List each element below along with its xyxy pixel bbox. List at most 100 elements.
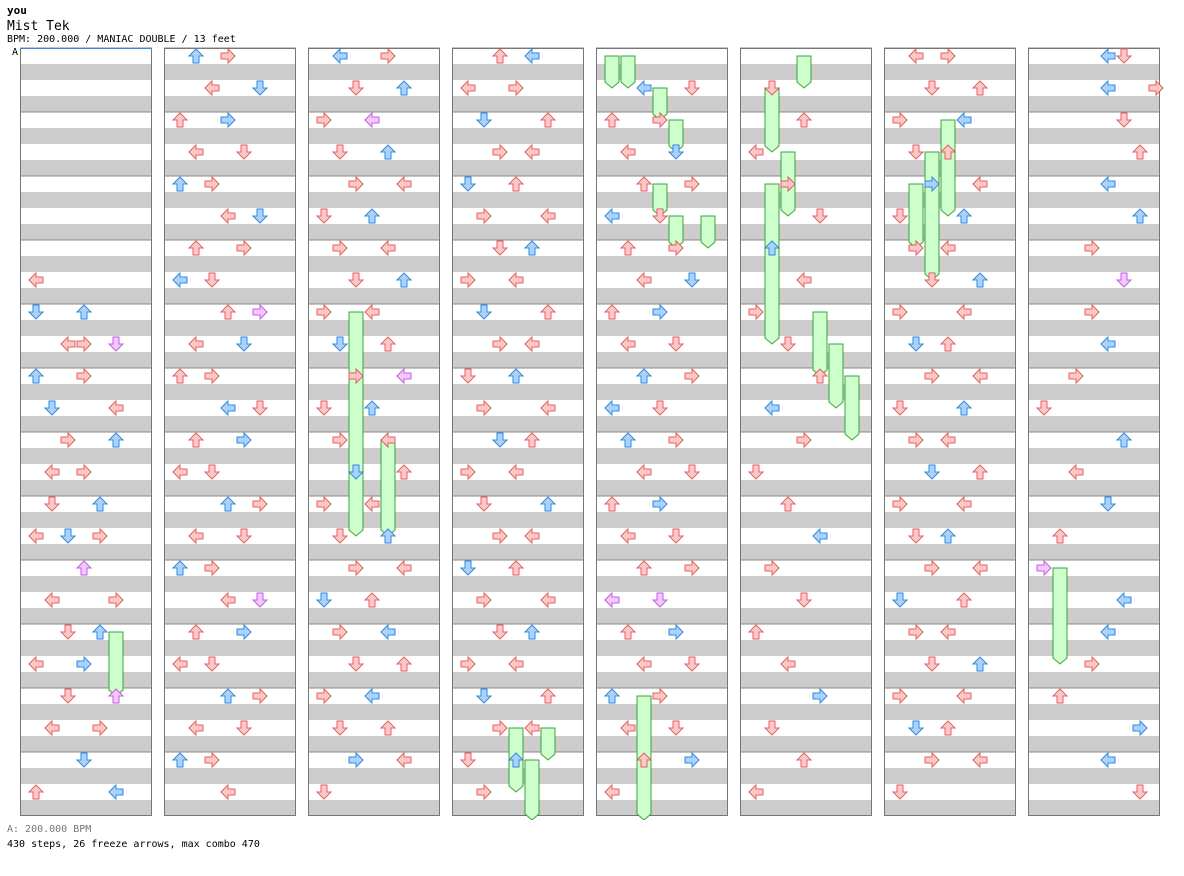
beat-band <box>20 544 152 560</box>
beat-band <box>164 464 296 480</box>
step-arrow <box>492 719 508 737</box>
step-arrow <box>236 431 252 449</box>
step-arrow <box>363 208 381 224</box>
step-arrow <box>796 271 812 289</box>
step-arrow <box>172 463 188 481</box>
beat-band <box>20 160 152 176</box>
beat-band <box>740 688 872 704</box>
beat-band <box>740 288 872 304</box>
column-border <box>884 48 1016 816</box>
step-arrow <box>188 719 204 737</box>
step-arrow <box>76 335 92 353</box>
step-arrow <box>508 79 524 97</box>
chart-column <box>596 47 728 816</box>
step-arrow <box>956 111 972 129</box>
beat-band <box>308 144 440 160</box>
step-arrow <box>220 399 236 417</box>
beat-band <box>452 48 584 64</box>
beat-band <box>164 416 296 432</box>
step-arrow <box>892 495 908 513</box>
step-arrow <box>188 143 204 161</box>
step-arrow <box>1115 272 1133 288</box>
beat-band <box>596 480 728 496</box>
step-arrow <box>27 304 45 320</box>
step-arrow <box>1051 528 1069 544</box>
beat-band <box>308 48 440 64</box>
step-arrow <box>668 623 684 641</box>
step-arrow <box>667 336 685 352</box>
step-arrow <box>172 271 188 289</box>
step-arrow <box>1100 751 1116 769</box>
beat-band <box>452 352 584 368</box>
step-arrow <box>204 79 220 97</box>
beat-band <box>740 448 872 464</box>
beat-band <box>596 320 728 336</box>
beat-band <box>164 224 296 240</box>
freeze-arrow <box>540 727 556 761</box>
beat-band <box>596 256 728 272</box>
step-arrow <box>363 400 381 416</box>
beat-band <box>20 608 152 624</box>
step-arrow <box>811 208 829 224</box>
beat-band <box>596 144 728 160</box>
step-arrow <box>652 687 668 705</box>
step-arrow <box>603 496 621 512</box>
step-arrow <box>59 624 77 640</box>
freeze-arrow <box>1052 567 1068 665</box>
step-arrow <box>492 335 508 353</box>
beat-band <box>452 496 584 512</box>
beat-band <box>1028 208 1160 224</box>
step-arrow <box>28 527 44 545</box>
step-arrow <box>203 464 221 480</box>
step-arrow <box>764 559 780 577</box>
bpm-marker: A <box>12 47 19 58</box>
step-arrow <box>635 560 653 576</box>
beat-band <box>164 448 296 464</box>
step-arrow <box>684 751 700 769</box>
step-arrow <box>91 496 109 512</box>
step-arrow <box>971 80 989 96</box>
step-arrow <box>524 527 540 545</box>
beat-band <box>164 656 296 672</box>
step-arrow <box>348 175 364 193</box>
beat-band <box>884 448 1016 464</box>
beat-band <box>1028 48 1160 64</box>
step-arrow <box>219 304 237 320</box>
step-arrow <box>667 144 685 160</box>
step-arrow <box>107 336 125 352</box>
step-arrow <box>923 464 941 480</box>
step-arrow <box>539 496 557 512</box>
step-arrow <box>220 111 236 129</box>
step-arrow <box>28 271 44 289</box>
step-arrow <box>891 400 909 416</box>
beat-band <box>596 288 728 304</box>
beat-band <box>1028 192 1160 208</box>
beat-band <box>20 320 152 336</box>
step-arrow <box>459 368 477 384</box>
beat-band <box>20 192 152 208</box>
beat-band <box>308 448 440 464</box>
beat-band <box>20 496 152 512</box>
step-arrow <box>172 655 188 673</box>
step-arrow <box>956 495 972 513</box>
step-arrow <box>667 528 685 544</box>
step-arrow <box>364 303 380 321</box>
beat-band <box>308 656 440 672</box>
beat-band <box>596 448 728 464</box>
beat-band <box>884 224 1016 240</box>
step-arrow <box>908 623 924 641</box>
step-arrow <box>1068 367 1084 385</box>
beat-band <box>452 592 584 608</box>
beat-band <box>596 224 728 240</box>
step-arrow <box>204 367 220 385</box>
beat-band <box>596 752 728 768</box>
step-arrow <box>108 591 124 609</box>
step-arrow <box>924 559 940 577</box>
beat-band <box>1028 448 1160 464</box>
step-arrow <box>683 464 701 480</box>
beat-band <box>308 768 440 784</box>
step-arrow <box>971 272 989 288</box>
step-arrow <box>907 528 925 544</box>
beat-band <box>596 160 728 176</box>
step-arrow <box>492 143 508 161</box>
